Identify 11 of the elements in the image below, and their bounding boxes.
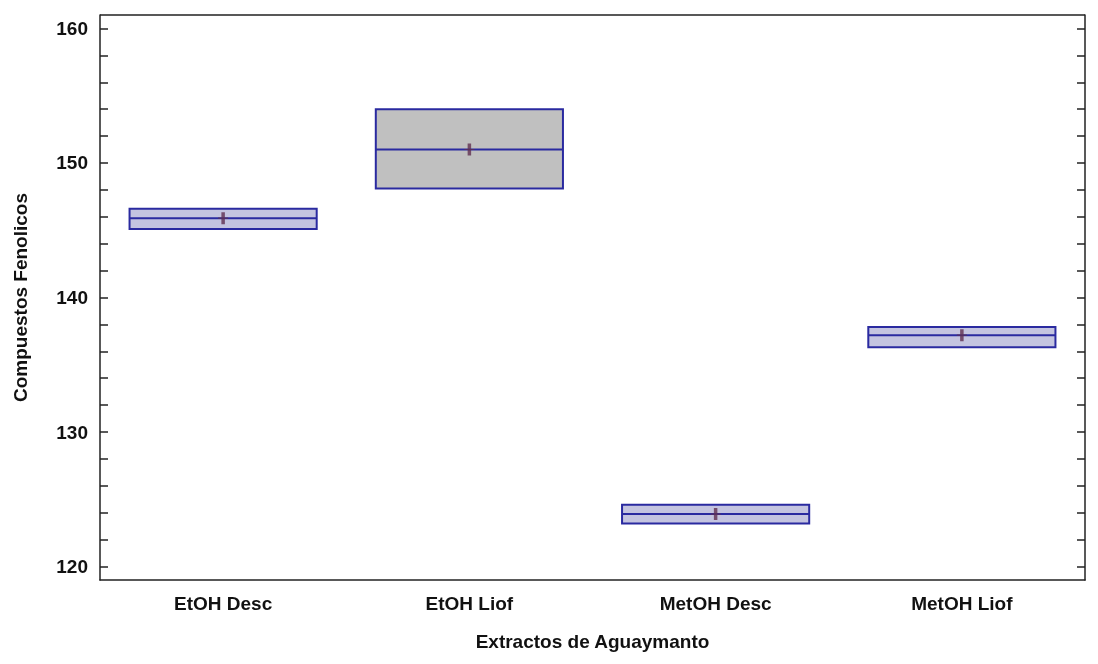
y-tick-label: 120 <box>56 556 88 578</box>
y-tick-label: 140 <box>56 287 88 308</box>
y-axis-title: Compuestos Fenolicos <box>10 192 31 403</box>
x-tick-label: EtOH Desc <box>174 593 273 614</box>
x-tick-label: EtOH Liof <box>425 593 514 614</box>
x-axis-title: Extractos de Aguaymanto <box>475 631 710 652</box>
x-tick-label: MetOH Liof <box>911 593 1014 614</box>
y-tick-label: 130 <box>56 421 88 443</box>
y-tick-label: 150 <box>56 152 88 174</box>
y-tick-label: 160 <box>56 17 88 39</box>
x-tick-label: MetOH Desc <box>659 593 773 614</box>
